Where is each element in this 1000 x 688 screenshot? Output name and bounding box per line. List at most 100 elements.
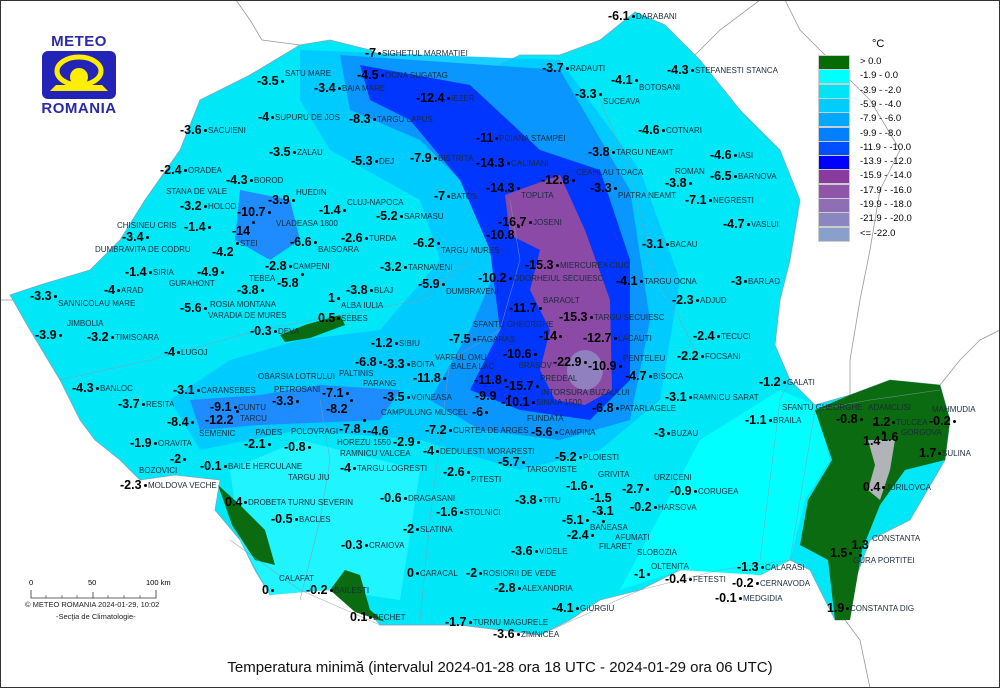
station-dot [433,156,437,160]
station-value: -3.4 [122,229,144,244]
station-name: ODORHEIUL SECUIESC [513,273,604,283]
station-value: -4 [258,109,270,124]
station-dot [95,386,99,390]
station-name: BAILE HERCULANE [228,461,303,471]
station-name: BAIA MARE [342,83,386,93]
station-name: FAGARAS [477,334,515,344]
station-name: PARANG [363,379,397,388]
station-dot [342,208,346,212]
station-name: TITU [543,495,561,505]
station-value: -3.1 [173,382,195,397]
station-value: -1.1 [745,412,767,427]
station-value: -11.8 [474,372,502,387]
station-dot [448,428,452,432]
station-dot [653,505,657,509]
scale-bar: 0 50 100 km [28,578,188,600]
station-value: -4.5 [357,67,379,82]
station-value: -3.3 [30,288,52,303]
station-name: ARAD [121,285,144,295]
station-name: POIANA STAMPEI [499,133,566,143]
legend-label: -9.9 - -8.0 [860,127,902,139]
station-dot [881,430,885,434]
station-name: STEI [240,238,258,248]
station-name: CONSTANTA DIG [850,603,915,613]
station-dot [435,449,439,453]
station-name: BAILESTI [334,585,370,595]
station-dot [329,588,333,592]
zone-light-sw [230,440,420,600]
station-name: TEBEA [249,274,276,283]
station-value: -4.7 [723,216,745,231]
station-name: SULINA [942,448,971,458]
station-dot [220,270,224,274]
legend-label: -17.9 - -16.0 [860,184,912,196]
station-value: -3 [731,273,743,288]
station-name: HARSOVA [658,502,697,512]
station-value: -1.5 [590,491,612,505]
station-name: TARGU LAPUS [377,114,433,124]
station-name: DRAGASANI [408,493,456,503]
station-name: LACAUTI [618,333,652,343]
station-dot [848,551,852,555]
station-name: FUNDATA [527,414,564,423]
station-dot [782,380,786,384]
station-value: -2.8 [494,580,516,595]
station-dot [768,418,772,422]
station-name: CAMPINA [559,427,596,437]
scale-tick-50: 50 [88,578,97,587]
station-value: -7.1 [322,385,344,400]
station-value: -2.4 [160,162,182,177]
station-name: DEVA [278,326,300,336]
legend-swatch [818,97,850,113]
station-name: PADES [255,428,283,437]
station-value: -12.4 [416,90,445,105]
station-dot [661,128,665,132]
legend-label: -5.9 - -4.0 [860,98,902,110]
station-value: -3.9 [268,192,290,207]
legend-swatch [818,126,850,142]
station-dot [688,577,692,581]
station-value: -7.1 [685,192,707,207]
station-dot [478,571,482,575]
station-dot [858,553,862,557]
station-name: HOLOD [208,201,237,211]
station-name: BISTRITA [438,153,474,163]
station-value: -4.6 [367,423,389,438]
station-name: MIERCUREA CIUC [560,260,630,270]
station-dot [362,429,366,433]
legend-swatch [818,112,850,128]
station-name: TECUCI [721,331,751,341]
section-credit: -Secţia de Climatologie- [56,612,136,621]
station-dot [233,405,237,409]
station-value: -9.1 [210,399,232,414]
station-value: -14.3 [486,180,515,195]
station-name: POLOVRAGI [291,426,339,436]
station-dot [516,224,520,228]
station-dot [446,194,450,198]
station-dot [249,178,253,182]
station-name: TURDA [369,233,397,243]
zone-above-zero-danube [218,485,275,565]
station-value: -3 [654,425,666,440]
station-value: -4 [340,460,352,475]
station-name: PREDEAL [540,374,578,383]
station-name: VOINEASA [411,392,452,402]
station-name: BATOS [451,191,478,201]
legend-swatch [818,183,850,199]
station-value: -3.2 [380,259,402,274]
station-name: VLADEASA 1800 [276,219,338,228]
station-dot [599,510,603,514]
station-value: -4.9 [197,264,219,279]
meteo-romania-logo: METEO ROMANIA [38,34,120,116]
station-dot [535,384,539,388]
station-dot [203,306,207,310]
station-name: NEGRESTI [713,195,754,205]
station-name: BRAILA [773,415,802,425]
station-dot [415,571,419,575]
station-name: BARAOLT [543,296,580,305]
station-value: 0.5 [318,310,336,325]
station-value: -4 [104,282,116,297]
station-dot [472,337,476,341]
station-value: -6.5 [710,168,732,183]
station-name: RAMNICU VALCEA [340,449,411,458]
